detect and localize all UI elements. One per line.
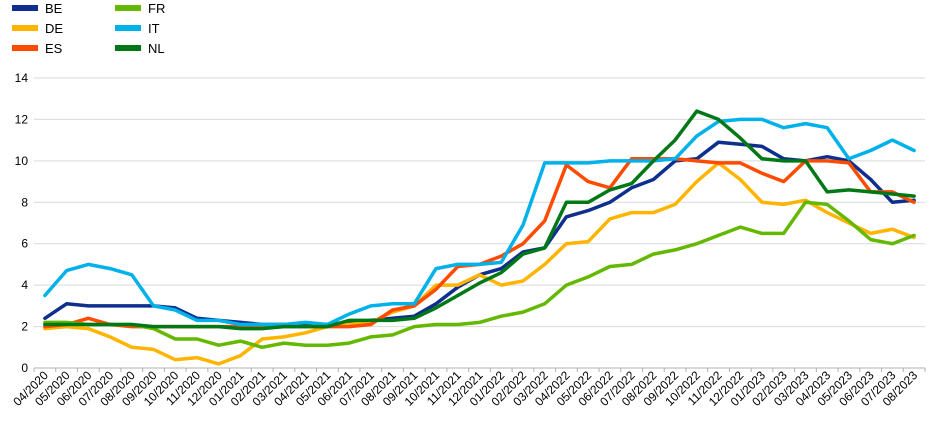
legend-label-be: BE	[45, 1, 63, 16]
y-tick-label: 14	[15, 71, 29, 85]
legend-swatch-be	[12, 5, 38, 11]
series-line-de	[43, 161, 916, 366]
legend-swatch-de	[12, 25, 38, 31]
legend-label-de: DE	[45, 21, 63, 36]
y-tick-label: 0	[21, 361, 28, 375]
legend: BE DE ES FR IT NL	[12, 1, 165, 56]
y-tick-label: 12	[15, 112, 29, 126]
legend-swatch-fr	[115, 5, 141, 11]
y-tick-label: 10	[15, 154, 29, 168]
series-line-nl	[43, 109, 916, 331]
y-tick-label: 4	[21, 278, 28, 292]
legend-swatch-nl	[115, 45, 141, 51]
y-tick-label: 8	[21, 195, 28, 209]
axes: 0246810121404/202005/202006/202007/20200…	[10, 71, 926, 409]
legend-swatch-es	[12, 45, 38, 51]
series-line-fr	[43, 200, 916, 350]
legend-swatch-it	[115, 25, 141, 31]
legend-label-fr: FR	[148, 1, 165, 16]
series-line-it	[43, 117, 916, 327]
series-line-es	[43, 157, 916, 329]
gridlines	[34, 77, 925, 328]
y-tick-label: 2	[21, 320, 28, 334]
legend-label-it: IT	[148, 21, 160, 36]
legend-label-nl: NL	[148, 41, 165, 56]
legend-label-es: ES	[45, 41, 63, 56]
y-tick-label: 6	[21, 237, 28, 251]
series-lines	[43, 109, 916, 366]
